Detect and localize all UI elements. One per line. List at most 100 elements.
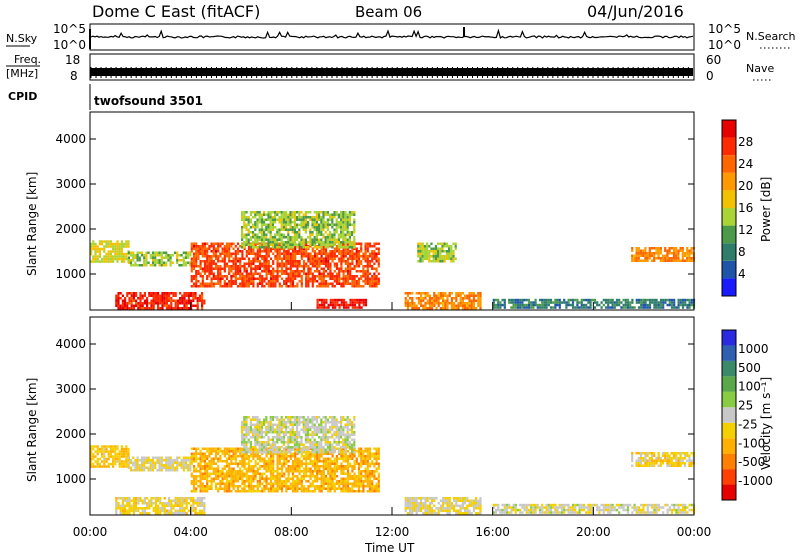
data-cell: [182, 261, 185, 264]
data-cell: [228, 247, 231, 250]
data-cell: [234, 257, 237, 260]
data-cell: [243, 218, 246, 221]
data-cell: [201, 280, 204, 283]
data-cell: [322, 270, 325, 273]
data-cell: [234, 265, 237, 268]
data-cell: [252, 216, 255, 219]
data-cell: [375, 460, 378, 463]
data-cell: [333, 241, 336, 244]
data-cell: [345, 303, 348, 307]
data-cell: [364, 242, 367, 245]
data-cell: [228, 282, 231, 285]
data-cell: [232, 242, 235, 245]
data-cell: [351, 475, 354, 478]
data-cell: [368, 285, 372, 288]
data-cell: [377, 472, 380, 475]
data-cell: [185, 299, 188, 302]
data-cell: [269, 223, 272, 226]
data-cell: [258, 243, 261, 246]
data-cell: [276, 431, 279, 434]
data-cell: [199, 457, 202, 460]
data-cell: [176, 466, 179, 469]
data-cell: [315, 236, 318, 239]
data-cell: [285, 431, 288, 434]
data-cell: [346, 223, 349, 226]
data-cell: [296, 265, 299, 268]
data-cell: [127, 261, 130, 264]
data-cell: [305, 475, 308, 478]
data-cell: [219, 457, 222, 460]
data-cell: [228, 465, 231, 468]
data-cell: [331, 485, 334, 488]
data-cell: [289, 247, 292, 250]
data-cell: [291, 438, 294, 441]
data-cell: [353, 241, 356, 244]
data-cell: [272, 467, 275, 470]
data-cell: [192, 275, 196, 278]
data-cell: [98, 240, 101, 243]
data-cell: [307, 282, 310, 285]
data-cell: [182, 456, 185, 459]
data-cell: [254, 267, 257, 270]
data-cell: [228, 250, 231, 253]
data-cell: [136, 456, 139, 459]
data-cell: [128, 307, 131, 310]
data-cell: [243, 443, 246, 446]
data-cell: [112, 460, 115, 463]
data-cell: [254, 428, 257, 431]
data-cell: [514, 301, 517, 304]
data-cell: [252, 285, 255, 288]
data-cell: [105, 260, 108, 263]
data-cell: [672, 249, 676, 252]
data-cell: [271, 221, 274, 224]
data-cell: [322, 267, 325, 270]
data-cell: [250, 280, 253, 283]
data-cell: [331, 277, 334, 280]
data-cell: [360, 447, 363, 450]
data-cell: [225, 282, 229, 285]
data-cell: [243, 475, 246, 478]
data-cell: [90, 250, 93, 253]
data-cell: [118, 245, 121, 248]
data-cell: [313, 246, 316, 249]
data-cell: [280, 416, 283, 419]
data-cell: [318, 246, 321, 249]
data-cell: [322, 218, 325, 221]
data-cell: [167, 456, 170, 459]
data-cell: [280, 418, 283, 421]
data-cell: [366, 250, 369, 253]
data-cell: [331, 272, 334, 275]
data-cell: [221, 267, 224, 270]
data-cell: [679, 301, 682, 304]
data-cell: [247, 428, 250, 431]
data-cell: [437, 299, 440, 302]
data-cell: [318, 452, 321, 455]
data-cell: [461, 297, 464, 300]
data-cell: [214, 242, 218, 245]
data-cell: [316, 306, 319, 309]
data-cell: [415, 297, 418, 300]
data-cell: [335, 487, 339, 490]
data-cell: [291, 238, 294, 241]
data-cell: [316, 260, 319, 263]
data-cell: [169, 256, 172, 259]
data-cell: [258, 428, 261, 431]
data-cell: [675, 247, 678, 250]
data-cell: [267, 238, 270, 241]
data-cell: [377, 485, 380, 488]
data-cell: [514, 306, 517, 309]
data-cell: [313, 470, 317, 473]
data-cell: [287, 418, 290, 421]
data-cell: [232, 267, 235, 270]
data-cell: [607, 306, 610, 309]
data-cell: [631, 249, 634, 252]
data-cell: [189, 464, 192, 467]
data-cell: [452, 257, 455, 260]
data-cell: [333, 257, 336, 260]
data-cell: [648, 301, 652, 304]
data-cell: [261, 482, 264, 485]
data-cell: [300, 211, 303, 214]
data-cell: [346, 465, 350, 468]
data-cell: [199, 452, 202, 455]
data-cell: [192, 260, 196, 263]
